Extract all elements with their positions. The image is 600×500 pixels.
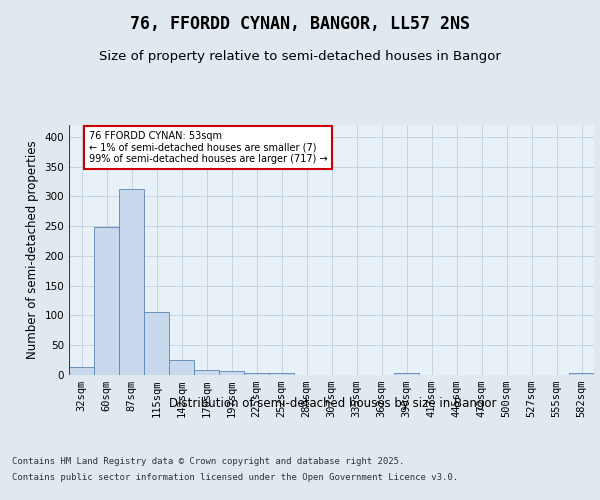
- Bar: [569, 373, 594, 375]
- Bar: [194, 370, 219, 375]
- Bar: [219, 372, 244, 375]
- Bar: [269, 372, 294, 375]
- Text: Contains public sector information licensed under the Open Government Licence v3: Contains public sector information licen…: [12, 472, 458, 482]
- Bar: [69, 368, 94, 375]
- Bar: [169, 360, 194, 375]
- Bar: [394, 373, 419, 375]
- Text: Distribution of semi-detached houses by size in Bangor: Distribution of semi-detached houses by …: [169, 398, 497, 410]
- Bar: [244, 372, 269, 375]
- Bar: [94, 228, 119, 375]
- Bar: [119, 188, 144, 375]
- Bar: [144, 312, 169, 375]
- Text: Size of property relative to semi-detached houses in Bangor: Size of property relative to semi-detach…: [99, 50, 501, 63]
- Text: 76 FFORDD CYNAN: 53sqm
← 1% of semi-detached houses are smaller (7)
99% of semi-: 76 FFORDD CYNAN: 53sqm ← 1% of semi-deta…: [89, 131, 328, 164]
- Text: 76, FFORDD CYNAN, BANGOR, LL57 2NS: 76, FFORDD CYNAN, BANGOR, LL57 2NS: [130, 15, 470, 33]
- Text: Contains HM Land Registry data © Crown copyright and database right 2025.: Contains HM Land Registry data © Crown c…: [12, 458, 404, 466]
- Y-axis label: Number of semi-detached properties: Number of semi-detached properties: [26, 140, 39, 360]
